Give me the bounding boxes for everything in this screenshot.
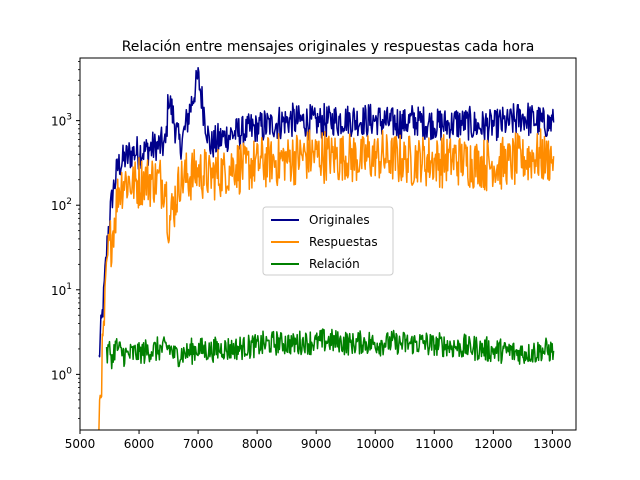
series-line-3 bbox=[105, 328, 555, 370]
series-line-1 bbox=[98, 66, 555, 358]
x-tick-label: 10000 bbox=[356, 437, 394, 451]
x-tick-label: 11000 bbox=[415, 437, 453, 451]
x-tick-label: 6000 bbox=[124, 437, 155, 451]
y-tick-label: 103 bbox=[51, 113, 72, 129]
legend-label: Originales bbox=[309, 213, 370, 227]
plot-frame bbox=[79, 57, 577, 431]
chart-title: Relación entre mensajes originales y res… bbox=[122, 39, 535, 55]
x-tick-label: 5000 bbox=[65, 437, 96, 451]
y-axis: 100 101 102 103 bbox=[51, 61, 80, 420]
legend-box bbox=[262, 206, 394, 276]
series-line-2 bbox=[98, 128, 555, 430]
y-tick-label: 101 bbox=[51, 282, 72, 298]
x-tick-label: 8000 bbox=[242, 437, 273, 451]
legend-label: Relación bbox=[309, 257, 360, 271]
x-tick-label: 9000 bbox=[301, 437, 332, 451]
y-tick-label: 102 bbox=[51, 197, 72, 213]
x-tick-label: 13000 bbox=[533, 437, 571, 451]
y-tick-label: 100 bbox=[51, 366, 72, 382]
x-tick-label: 7000 bbox=[183, 437, 214, 451]
legend-label: Respuestas bbox=[309, 235, 378, 249]
legend: Originales Respuestas Relación bbox=[262, 206, 394, 276]
x-tick-label: 12000 bbox=[474, 437, 512, 451]
x-axis: 5000 6000 7000 8000 9000 10000 11000 12000 13000 bbox=[65, 430, 571, 451]
